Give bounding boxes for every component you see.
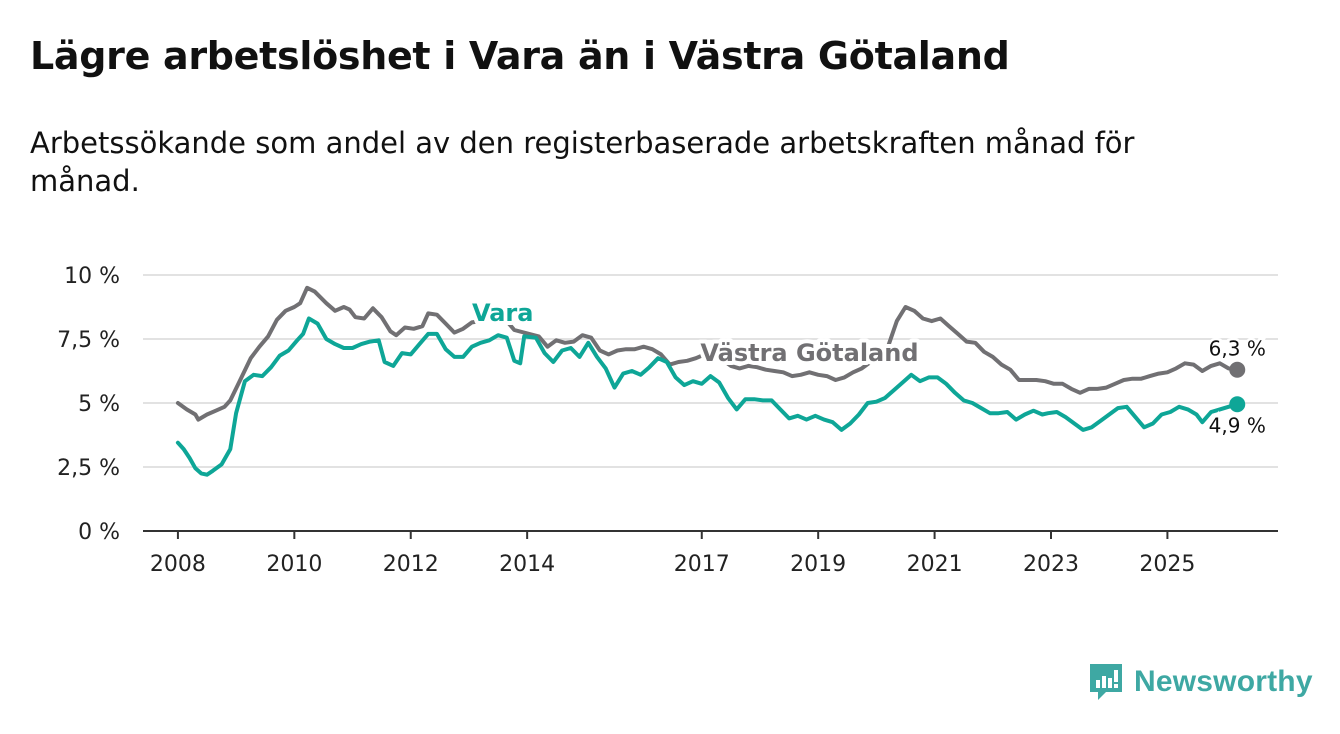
x-tick-label: 2012 <box>383 552 439 577</box>
bar-chart-logo-icon <box>1090 664 1122 700</box>
newsworthy-logo[interactable]: Newsworthy <box>1088 660 1313 704</box>
series-label-vara: Vara <box>472 299 534 327</box>
chart-title: Lägre arbetslöshet i Vara än i Västra Gö… <box>30 34 1010 78</box>
y-tick-label: 5 % <box>78 392 120 417</box>
x-tick-label: 2025 <box>1139 552 1195 577</box>
x-tick-label: 2021 <box>907 552 963 577</box>
series-line-v-stra-g-taland <box>175 285 1240 422</box>
end-value-label-v-stra-g-taland: 6,3 % <box>1209 337 1266 361</box>
x-tick-label: 2014 <box>499 552 555 577</box>
y-tick-label: 0 % <box>78 520 120 545</box>
series-end-point-v-stra-g-taland <box>1229 361 1246 378</box>
grid-layer: 0 % 2,5 % 5 % 7,5 % 10 % 2008 2010 2012 2014 2017… <box>57 264 1278 577</box>
series-line-vara <box>175 316 1240 477</box>
y-tick-label: 7,5 % <box>57 328 120 353</box>
x-tick-label: 2019 <box>790 552 846 577</box>
series-layer <box>175 285 1246 477</box>
series-end-point-vara <box>1229 396 1246 413</box>
x-tick-label: 2008 <box>150 552 206 577</box>
x-tick-label: 2010 <box>266 552 322 577</box>
x-tick-label: 2017 <box>674 552 730 577</box>
y-tick-label: 2,5 % <box>57 456 120 481</box>
x-tick-label: 2023 <box>1023 552 1079 577</box>
end-value-label-vara: 4,9 % <box>1209 413 1266 437</box>
series-label-v-stra-g-taland: Västra Götaland <box>700 339 918 367</box>
chart-subtitle: Arbetssökande som andel av den registerb… <box>30 126 1135 198</box>
label-layer: Västra Götaland Vara 6,3 % 4,9 % <box>468 295 1268 440</box>
brand-name: Newsworthy <box>1134 665 1313 698</box>
y-tick-label: 10 % <box>64 264 120 289</box>
